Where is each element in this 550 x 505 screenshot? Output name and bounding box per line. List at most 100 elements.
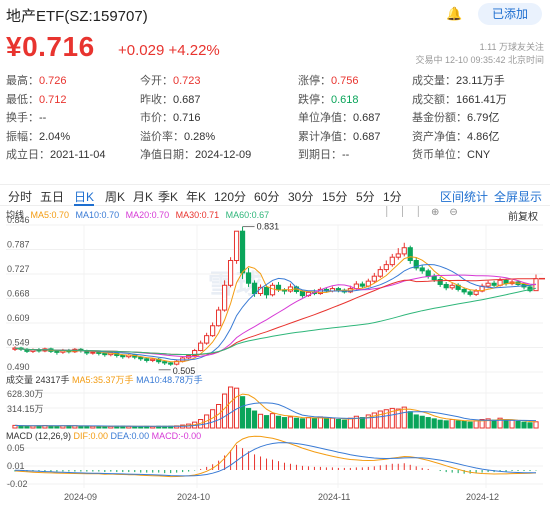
ma-line [14, 263, 537, 361]
stat-value: 0.687 [353, 112, 381, 124]
legend-item: MA60:0.67 [223, 210, 270, 220]
candle-body [192, 350, 198, 356]
stat-key: 成交量： [412, 75, 456, 87]
candle-body [431, 275, 437, 281]
x-axis-label: 2024-12 [466, 492, 499, 502]
candle-body [461, 288, 467, 293]
stat-cell: 溢价率：0.28% [140, 128, 215, 144]
volume-bar [251, 410, 258, 429]
legend-item: MA5:0.70 [28, 210, 70, 220]
tab-4[interactable]: 月K [133, 190, 154, 204]
stat-value: 0.723 [173, 75, 201, 87]
volume-bar [359, 417, 365, 429]
stat-cell: 单位净值：0.687 [298, 109, 381, 125]
candle-body [239, 230, 246, 274]
volume-bar [389, 407, 395, 429]
follow-button[interactable]: 已添加 [478, 3, 542, 25]
ma-line [14, 256, 537, 363]
tick-icon[interactable]: ⏐ [384, 207, 390, 218]
stat-cell: 货币单位：CNY [412, 146, 490, 162]
tab-11[interactable]: 5分 [356, 190, 375, 204]
stat-cell: 净值日期：2024-12-09 [140, 146, 251, 162]
volume-bar [245, 407, 252, 429]
stat-value: CNY [467, 149, 491, 161]
volume-bar [269, 413, 276, 429]
zoom-in-icon[interactable]: ⊕ [431, 207, 440, 218]
stat-key: 振幅： [6, 130, 39, 143]
range-stats-link[interactable]: 区间统计 [440, 190, 489, 204]
volume-legend: 成交量 24317手 MA5:35.37万手 MA10:48.78万手 [6, 373, 203, 386]
zoom-out-icon[interactable]: ⊖ [449, 207, 458, 218]
candle-body [275, 284, 282, 291]
tab-3[interactable]: 周K [105, 190, 126, 204]
volume-bar [395, 408, 401, 429]
legend-label: 均线 [6, 210, 25, 220]
bell-icon[interactable]: 🔔 [446, 6, 463, 21]
volume-tick-label: 314.15万 [7, 404, 44, 414]
volume-bar [227, 386, 234, 429]
stat-key: 最高： [6, 75, 39, 87]
tab-1[interactable]: 五日 [40, 190, 65, 204]
tab-6[interactable]: 年K [186, 190, 207, 204]
volume-bar [263, 415, 270, 429]
fullscreen-link[interactable]: 全屏显示 [494, 190, 543, 204]
candle-body [138, 356, 144, 360]
stat-value: 0.726 [39, 75, 67, 87]
tab-0[interactable]: 分时 [8, 190, 33, 204]
high-label: 0.831 [257, 222, 280, 232]
trade-time: 交易中 12-10 09:35:42 北京时间 [415, 55, 544, 65]
tab-5[interactable]: 季K [158, 190, 179, 204]
legend-item: MA10:48.78万手 [133, 375, 203, 385]
candle-body [222, 284, 228, 311]
volume-bar [275, 415, 282, 429]
volume-bar [317, 416, 324, 429]
candle-body [473, 290, 479, 295]
macd-tick-label: 0.05 [7, 443, 25, 453]
tick-icon[interactable]: ⏐ [415, 207, 422, 218]
candle-body [437, 279, 443, 285]
stat-key: 最低： [6, 93, 39, 106]
adjust-dropdown[interactable]: 前复权 [508, 212, 538, 223]
volume-bar [90, 425, 96, 429]
volume-bar [437, 419, 443, 429]
tab-2[interactable]: 日K [74, 190, 95, 204]
macd-line [14, 442, 536, 477]
candle-body [150, 358, 156, 361]
stat-key: 换手： [6, 112, 39, 124]
candle-body [216, 309, 222, 327]
x-axis-label: 2024-10 [177, 492, 210, 502]
stat-cell: 换手：-- [6, 109, 46, 125]
legend-item: MA10:0.70 [73, 210, 120, 220]
volume-bar [335, 419, 341, 429]
stat-key: 成立日： [6, 149, 50, 161]
stat-cell: 最高：0.726 [6, 72, 67, 88]
stat-value: 6.79亿 [467, 112, 500, 124]
candle-body [389, 256, 395, 266]
volume-bar [479, 419, 485, 429]
stat-cell: 今开：0.723 [140, 72, 201, 88]
stat-cell: 市价：0.716 [140, 109, 201, 125]
price-change: +0.029 +4.22% [118, 42, 220, 59]
ma-legend: 均线 MA5:0.70 MA10:0.70 MA20:0.70 MA30:0.7… [6, 208, 273, 221]
tab-9[interactable]: 30分 [288, 190, 314, 204]
stat-value: -- [39, 112, 47, 124]
stat-value: 0.687 [173, 93, 201, 106]
volume-bar [431, 418, 437, 429]
stat-key: 今开： [140, 75, 173, 87]
stat-row: 最高：0.726 今开：0.723 涨停：0.756 成交量：23.11万手 [6, 72, 546, 90]
candle-body [407, 247, 413, 262]
stat-value: 0.712 [39, 93, 67, 106]
tab-7[interactable]: 120分 [214, 190, 247, 204]
tab-12[interactable]: 1分 [383, 190, 402, 204]
tab-10[interactable]: 15分 [322, 190, 348, 204]
candle-body [144, 358, 150, 361]
tab-8[interactable]: 60分 [254, 190, 280, 204]
candle-body [413, 260, 419, 269]
stat-cell: 成立日：2021-11-04 [6, 146, 105, 162]
stat-key: 累计净值： [298, 130, 353, 143]
tick-icon[interactable]: ⏐ [399, 207, 406, 218]
stat-row: 最低：0.712 昨收：0.687 跌停：0.618 成交额：1661.41万 [6, 91, 546, 109]
volume-ma-line [14, 402, 537, 427]
stat-value: 0.28% [184, 130, 216, 143]
